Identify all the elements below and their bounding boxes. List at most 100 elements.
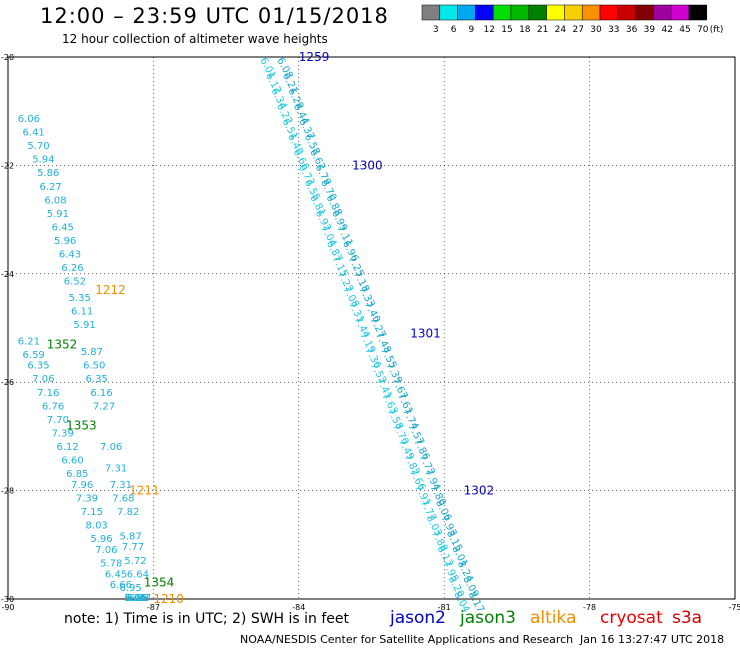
scale-label: 39: [644, 25, 656, 35]
swh-value: 7.27: [93, 401, 115, 412]
pass-time-label: 1353: [66, 419, 97, 433]
pass-time-label: 1212: [95, 283, 126, 297]
pass-time-label: 1354: [144, 576, 175, 590]
lon-tick-label: -75: [728, 603, 740, 612]
swh-value: 6.11: [71, 306, 93, 317]
scale-label: 18: [519, 25, 531, 35]
swh-value: 6.45: [105, 569, 127, 580]
map-frame: [7, 56, 736, 600]
scale-label: 15: [501, 25, 512, 35]
swh-value: 7.82: [117, 507, 139, 518]
lat-tick-label: -26: [1, 378, 14, 387]
scale-label: 6: [451, 25, 457, 35]
swh-value: 5.91: [73, 320, 95, 331]
swh-value: 6.95: [119, 583, 141, 594]
swh-value: 6.26: [61, 263, 83, 274]
satellite-s3a: s3a: [672, 608, 703, 628]
swh-value: 6.27: [40, 182, 62, 193]
swh-value: 7.96: [71, 480, 93, 491]
scale-label: 33: [608, 25, 619, 35]
swh-value: 7.15: [81, 507, 103, 518]
swh-value: 6.35: [27, 361, 49, 372]
lat-tick-label: -24: [1, 270, 14, 279]
swh-value: 7.06: [95, 545, 117, 556]
swh-value: 5.72: [124, 556, 146, 567]
footer-note: note: 1) Time is in UTC; 2) SWH is in fe…: [64, 611, 350, 627]
lon-tick-label: -78: [583, 603, 596, 612]
lat-tick-label: -28: [1, 487, 14, 496]
swh-value: 7.06: [100, 442, 122, 453]
footer-credit: NOAA/NESDIS Center for Satellite Applica…: [240, 633, 574, 646]
swh-value: 6.66: [110, 580, 132, 591]
swh-value: 5.94: [32, 155, 54, 166]
swh-value: 6.85: [66, 469, 88, 480]
lon-tick-label: -84: [292, 603, 305, 612]
scale-label: 42: [661, 25, 672, 35]
swh-value: 7.31: [105, 464, 127, 475]
swh-value: 7.16: [37, 388, 59, 399]
scale-label: 70: [697, 25, 709, 35]
lat-tick-label: -30: [1, 595, 14, 604]
swh-value: 7.77: [122, 542, 144, 553]
page-subtitle: 12 hour collection of altimeter wave hei…: [62, 32, 328, 46]
swh-value: 6.52: [64, 277, 86, 288]
satellite-jason3: jason3: [460, 608, 516, 628]
footer-timestamp: Jan 16 13:27:47 UTC 2018: [580, 633, 725, 646]
swh-value: 5.87: [119, 531, 141, 542]
swh-value: 6.16: [90, 388, 112, 399]
swh-value: 6.25: [127, 593, 149, 604]
satellite-jason2: jason2: [390, 608, 446, 628]
satellite-altika: altika: [530, 608, 577, 628]
pass-time-label: 1352: [47, 337, 78, 351]
swh-value: 5.86: [37, 168, 59, 179]
swh-value: 6.58: [127, 593, 149, 604]
swh-value: 6.21: [18, 336, 40, 347]
swh-value: 7.39: [52, 428, 74, 439]
swh-value: 5.96: [90, 534, 112, 545]
swh-value: 6.12: [56, 442, 78, 453]
swh-value: 8.03: [86, 521, 108, 532]
scale-label: 9: [469, 25, 475, 35]
scale-label: 36: [626, 25, 638, 35]
satellite-cryosat: cryosat: [600, 608, 663, 628]
swh-value: 6.41: [23, 128, 45, 139]
pass-time-label: 1300: [352, 158, 383, 172]
swh-value: 7.70: [47, 415, 69, 426]
swh-value: 6.35: [86, 374, 108, 385]
swh-value: 5.70: [27, 141, 49, 152]
swh-value: 6.59: [23, 350, 45, 361]
color-scale-legend: 3 6 9 12 15 18 21 24 27 30 33 36 39 42 45 70 (ft): [421, 4, 723, 35]
lon-tick-label: -90: [1, 603, 14, 612]
swh-value: 6.60: [61, 456, 83, 467]
lat-tick-label: -22: [1, 161, 14, 170]
swh-value: 5.91: [47, 209, 69, 220]
swh-value: 5.87: [81, 347, 103, 358]
pass-time-label: 1211: [129, 484, 160, 498]
pass-time-label: 1210: [153, 592, 184, 606]
swh-value: 6.06: [18, 114, 40, 125]
pass-time-label: 1302: [464, 484, 495, 498]
scale-label: 24: [555, 25, 567, 35]
swh-value: 7.06: [32, 374, 54, 385]
swh-value: 6.45: [124, 593, 146, 604]
page-title: 12:00 – 23:59 UTC 01/15/2018: [40, 4, 389, 28]
scale-label: 30: [590, 25, 602, 35]
scale-label: 45: [679, 25, 690, 35]
swh-value: 5.78: [100, 558, 122, 569]
swh-value: 5.96: [54, 236, 76, 247]
lat-tick-label: -20: [1, 53, 14, 62]
swh-value: 6.08: [44, 195, 66, 206]
swh-value: 7.39: [76, 493, 98, 504]
swh-value: 6.64: [127, 569, 149, 580]
scale-swatch: [688, 4, 708, 21]
swh-value: 5.35: [69, 293, 91, 304]
scale-label: 27: [572, 25, 583, 35]
pass-time-label: 1259: [299, 50, 330, 64]
swh-value: 7.68: [112, 493, 134, 504]
lon-tick-label: -87: [147, 603, 160, 612]
swh-value: 6.45: [52, 222, 74, 233]
swh-value: 6.50: [83, 361, 105, 372]
swh-value: 5.96: [124, 593, 146, 604]
